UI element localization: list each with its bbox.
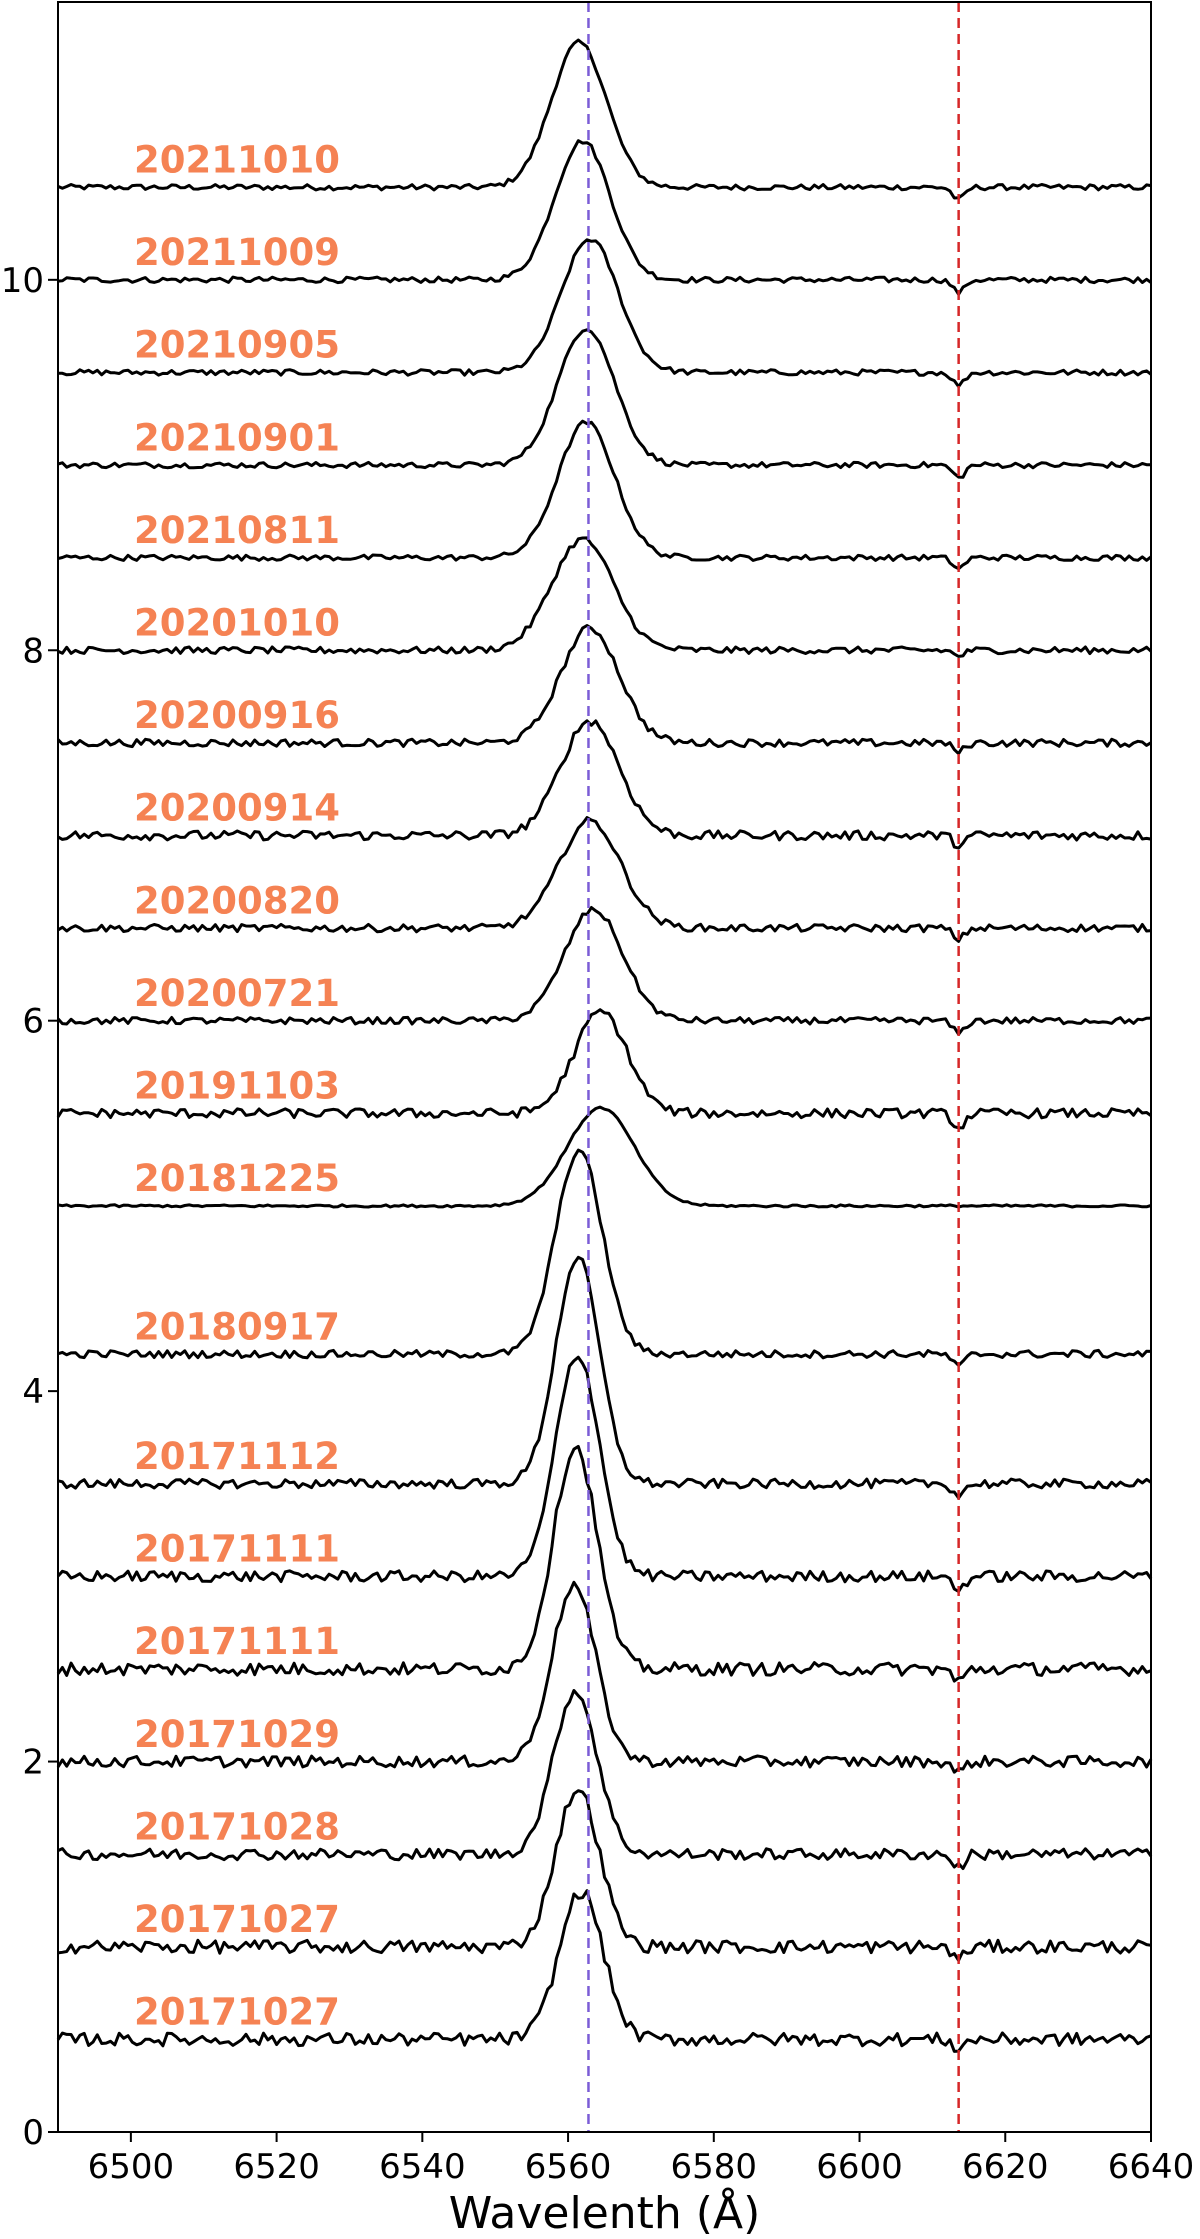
series-line-20211009 bbox=[57, 139, 1152, 296]
series-label: 20210905 bbox=[134, 324, 340, 367]
y-tick-label: 4 bbox=[22, 1372, 44, 1412]
series-label: 20171111 bbox=[134, 1620, 340, 1663]
series-label: 20211010 bbox=[134, 138, 340, 181]
x-tick-label: 6540 bbox=[379, 2147, 466, 2187]
series-label: 20210811 bbox=[134, 509, 340, 552]
series-label: 20200916 bbox=[134, 694, 340, 737]
series-label: 20171028 bbox=[134, 1805, 340, 1848]
y-tick-label: 2 bbox=[22, 1743, 44, 1783]
series-line-20171111 bbox=[56, 1355, 1153, 1593]
series-line-20210901 bbox=[57, 328, 1151, 479]
y-tick-label: 10 bbox=[1, 261, 44, 301]
y-tick-label: 6 bbox=[22, 1002, 44, 1042]
plot-frame bbox=[57, 1, 1152, 2133]
x-tick-label: 6580 bbox=[671, 2147, 758, 2187]
series-label: 20171027 bbox=[134, 1991, 340, 2034]
series-line-20211010 bbox=[57, 38, 1152, 200]
series-line-20171027 bbox=[57, 1789, 1152, 1962]
series-line-20171028 bbox=[57, 1689, 1153, 1870]
series-label: 20191103 bbox=[134, 1065, 340, 1108]
series-label: 20200721 bbox=[134, 972, 340, 1015]
x-axis-title: Wavelenth (Å) bbox=[449, 2186, 761, 2239]
series-label: 20211009 bbox=[134, 231, 340, 274]
series-label: 20171027 bbox=[134, 1898, 340, 1941]
series-label: 20171029 bbox=[134, 1713, 340, 1756]
series-label: 20181225 bbox=[134, 1157, 340, 1200]
series-line-20191103 bbox=[56, 1008, 1152, 1130]
x-tick-label: 6640 bbox=[1108, 2147, 1195, 2187]
series-line-20171029 bbox=[56, 1580, 1153, 1774]
x-tick-label: 6560 bbox=[525, 2147, 612, 2187]
series-line-20210811 bbox=[57, 419, 1152, 571]
series-line-20171111 bbox=[56, 1444, 1152, 1683]
series-label: 20201010 bbox=[134, 601, 340, 644]
series-label: 20180917 bbox=[134, 1305, 340, 1348]
series-line-20181225 bbox=[57, 1105, 1152, 1209]
y-tick-label: 8 bbox=[22, 631, 44, 671]
series-line-20210905 bbox=[57, 238, 1152, 389]
x-tick-label: 6620 bbox=[962, 2147, 1049, 2187]
series-line-20200914 bbox=[57, 719, 1152, 850]
series-line-20180917 bbox=[57, 1148, 1152, 1367]
series-line-20200721 bbox=[56, 906, 1152, 1036]
series-label: 20210901 bbox=[134, 416, 340, 459]
series-label: 20171111 bbox=[134, 1528, 340, 1571]
series-line-20171112 bbox=[57, 1255, 1152, 1500]
series-label: 20171112 bbox=[134, 1435, 340, 1478]
series-label: 20200914 bbox=[134, 787, 340, 830]
series-label: 20200820 bbox=[134, 879, 340, 922]
x-tick-label: 6500 bbox=[88, 2147, 175, 2187]
series-line-20201010 bbox=[57, 536, 1153, 658]
series-line-20200916 bbox=[56, 624, 1152, 756]
series-line-20200820 bbox=[57, 816, 1152, 943]
series-line-20171027 bbox=[56, 1889, 1152, 2053]
x-tick-label: 6520 bbox=[233, 2147, 320, 2187]
x-tick-label: 6600 bbox=[816, 2147, 903, 2187]
y-tick-label: 0 bbox=[22, 2113, 44, 2153]
